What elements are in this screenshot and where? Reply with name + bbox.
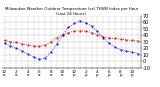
Title: Milwaukee Weather Outdoor Temperature (vs) THSW Index per Hour (Last 24 Hours): Milwaukee Weather Outdoor Temperature (v… (4, 7, 138, 16)
